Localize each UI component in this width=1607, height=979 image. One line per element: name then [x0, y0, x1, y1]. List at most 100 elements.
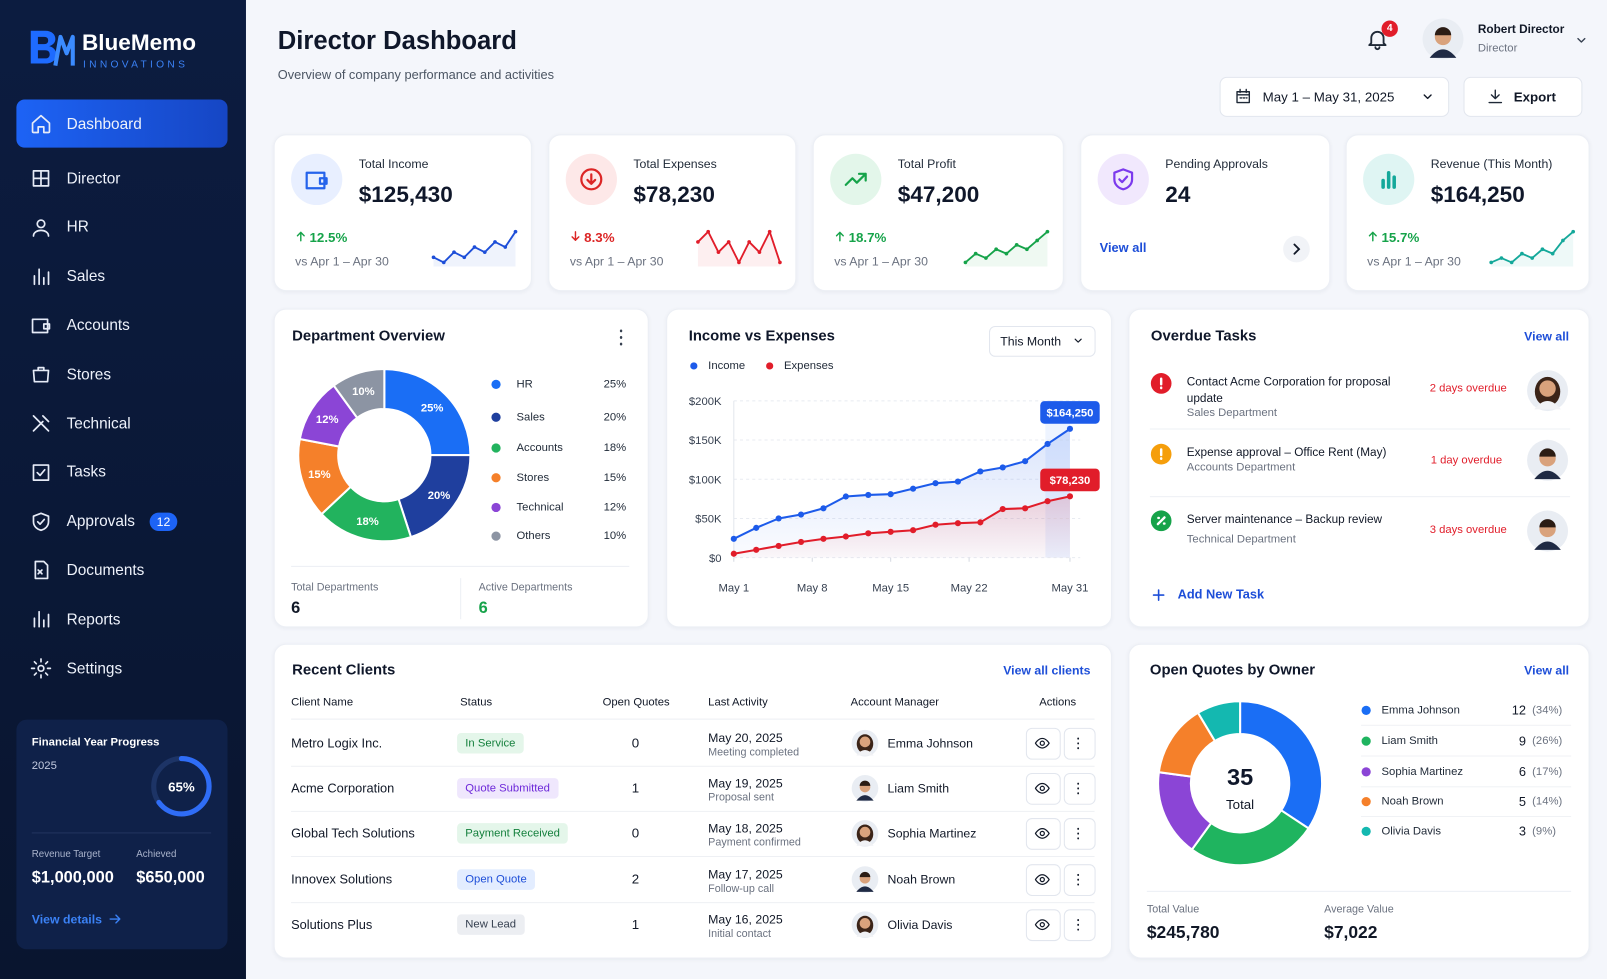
kpi-label: Total Income: [358, 156, 429, 172]
view-icon: [1034, 874, 1050, 885]
icon-path: [1034, 919, 1050, 931]
kpi-change: 8.3%: [584, 229, 615, 246]
legend-label: Accounts: [516, 441, 563, 454]
row-menu-icon: [1077, 782, 1080, 795]
row-menu[interactable]: [1063, 864, 1096, 896]
filter-dropdown[interactable]: [988, 325, 1096, 357]
card-link[interactable]: View all clients: [1003, 663, 1091, 678]
sparkline-point: [984, 256, 988, 260]
row-menu[interactable]: [1063, 772, 1096, 805]
card-link[interactable]: View all: [1524, 663, 1570, 678]
export-button[interactable]: [1463, 76, 1583, 117]
icon-path: [33, 611, 50, 628]
sparkline-point: [462, 255, 467, 260]
card-divider: [1146, 890, 1572, 892]
row-divider: [291, 765, 1095, 767]
activity-date: May 19, 2025: [708, 776, 783, 791]
nav-active-bg: [16, 99, 228, 148]
row-menu[interactable]: [1063, 909, 1096, 942]
sparkline-point: [973, 251, 978, 256]
sparkline-point: [1540, 247, 1545, 252]
icon-path: [109, 914, 121, 924]
icon-path: [1034, 737, 1050, 749]
legend-swatch: [491, 531, 501, 541]
nav-icon: [34, 561, 49, 580]
add-task[interactable]: Add New Task: [1177, 587, 1265, 602]
fy-link-arrow: [109, 914, 121, 924]
user-menu[interactable]: [1573, 32, 1589, 48]
task-overdue: 2 days overdue: [1429, 382, 1507, 395]
view-button[interactable]: [1025, 818, 1061, 850]
kpi-icon: [1363, 153, 1415, 206]
row-menu[interactable]: [1063, 727, 1096, 760]
notification-bell[interactable]: [1365, 27, 1390, 52]
date-chevron: [1423, 94, 1432, 100]
icon-path: [844, 172, 867, 186]
point: [865, 491, 872, 499]
legend-value: 3: [1518, 823, 1527, 839]
kpi-link[interactable]: View all: [1099, 240, 1147, 256]
activity-note: Proposal sent: [708, 791, 775, 804]
legend-value: 12%: [603, 500, 627, 514]
open-quotes: 0: [631, 825, 640, 841]
open-quotes: 2: [631, 871, 640, 887]
sparkline-point: [747, 240, 752, 244]
avatar-hair: [859, 871, 871, 878]
legend-value: 25%: [603, 377, 627, 391]
status-badge: Quote Submitted: [457, 778, 559, 799]
activity-note: Initial contact: [708, 927, 772, 941]
row-divider: [291, 810, 1095, 812]
view-button[interactable]: [1025, 772, 1061, 805]
manager-name: Sophia Martinez: [887, 826, 977, 841]
kpi-change: 12.5%: [309, 229, 348, 246]
kpi-next[interactable]: [1283, 235, 1310, 263]
icon-path: [34, 561, 49, 580]
icon-bg: [830, 153, 882, 206]
icon-path: [33, 268, 50, 285]
legend-dot: [766, 362, 774, 370]
stat-value: $7,022: [1324, 922, 1378, 943]
legend-dot: [690, 362, 698, 370]
sparkline-point: [1571, 229, 1576, 234]
slice-label: 12%: [316, 414, 339, 426]
donut-center-label: Total: [1226, 797, 1254, 812]
fy-ring: 65%: [151, 756, 212, 817]
x-tick-label: May 15: [872, 582, 909, 594]
view-button[interactable]: [1025, 909, 1061, 942]
sparkline-point: [1499, 256, 1504, 260]
row-menu[interactable]: [1063, 818, 1096, 850]
quotes-card: Open Quotes by Owner View all 35 Total Emma …: [1128, 643, 1590, 959]
logo-shape: [30, 30, 57, 64]
card-menu[interactable]: [610, 326, 633, 349]
date-button[interactable]: [1219, 76, 1450, 117]
point: [999, 505, 1006, 513]
ring-progress: [151, 756, 212, 817]
view-button[interactable]: [1025, 727, 1061, 760]
open-quotes: 0: [631, 735, 640, 751]
nav-label: Reports: [66, 610, 121, 629]
task-department: Technical Department: [1186, 533, 1296, 546]
sparkline-area: [1491, 231, 1574, 267]
card-title: Overdue Tasks: [1150, 328, 1257, 345]
add-icon[interactable]: [1150, 586, 1167, 603]
icon-path: [305, 171, 328, 190]
view-button[interactable]: [1025, 864, 1061, 896]
column-header: Status: [460, 696, 493, 709]
avatar: [851, 911, 879, 938]
status-badge: Open Quote: [457, 869, 535, 890]
donut-center-value: 35: [1227, 764, 1253, 790]
task-title: Expense approval – Office Rent (May): [1186, 446, 1387, 460]
fy-link[interactable]: View details: [31, 912, 102, 927]
legend-dot: [491, 473, 501, 483]
nav-label: Settings: [66, 659, 123, 678]
card-link[interactable]: View all: [1524, 329, 1570, 344]
sparkline-point: [1509, 260, 1514, 265]
avatar-face: [859, 918, 871, 929]
y-tick-label: $200K: [689, 396, 722, 408]
kpi-icon: [1097, 153, 1149, 206]
manager-name: Emma Johnson: [887, 736, 973, 751]
row-menu-icon: [1077, 737, 1080, 750]
x-tick-label: May 31: [1051, 582, 1088, 594]
view-icon: [1034, 737, 1050, 749]
clients-card: Recent Clients View all clients Client Nam…: [273, 643, 1112, 959]
